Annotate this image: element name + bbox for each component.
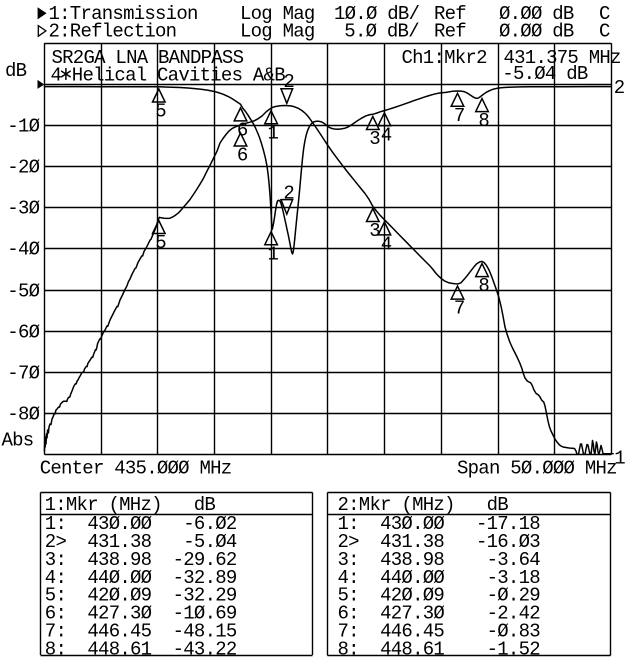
svg-text:2:Reflection: 2:Reflection — [49, 21, 177, 43]
svg-text:-5Ø: -5Ø — [7, 281, 39, 303]
svg-text:2: 2 — [283, 183, 294, 205]
svg-text:1: 1 — [268, 122, 279, 144]
svg-text:8: 448.61 -43.22: 8: 448.61 -43.22 — [45, 639, 237, 659]
svg-text:Ø.ØØ dB: Ø.ØØ dB — [499, 21, 574, 43]
svg-text:3: 438.98 -29.62: 3: 438.98 -29.62 — [45, 549, 237, 571]
svg-text:Ch1:Mkr2: Ch1:Mkr2 — [402, 47, 488, 69]
svg-text:1: 1 — [614, 448, 625, 470]
svg-text:4: 4 — [381, 234, 392, 256]
svg-text:Span 5Ø.ØØØ MHz: Span 5Ø.ØØØ MHz — [457, 457, 617, 479]
svg-text:-1Ø: -1Ø — [7, 116, 39, 138]
svg-text:-4Ø: -4Ø — [7, 239, 39, 261]
svg-text:C: C — [599, 21, 610, 43]
svg-text:1: 1 — [268, 243, 279, 265]
svg-text:2: 2 — [283, 71, 294, 93]
svg-text:SR2GA LNA BANDPASS: SR2GA LNA BANDPASS — [52, 47, 244, 69]
svg-text:6: 6 — [237, 145, 248, 167]
svg-text:2: 2 — [614, 77, 625, 99]
svg-text:1:Transmission: 1:Transmission — [49, 3, 198, 25]
svg-text:4 Helical Cavities A&B: 4 Helical Cavities A&B — [51, 65, 286, 87]
svg-text:7: 7 — [454, 298, 465, 320]
svg-text:3: 3 — [369, 128, 380, 150]
svg-text:5: 42Ø.Ø9 -32.29: 5: 42Ø.Ø9 -32.29 — [45, 585, 237, 607]
svg-text:431.375 MHz: 431.375 MHz — [504, 47, 621, 69]
svg-text:5: 42Ø.Ø9 -Ø.29: 5: 42Ø.Ø9 -Ø.29 — [338, 585, 541, 607]
svg-text:-8Ø: -8Ø — [7, 404, 39, 426]
svg-text:-5.Ø4 dB: -5.Ø4 dB — [502, 63, 588, 85]
svg-text:6: 427.3Ø -2.42: 6: 427.3Ø -2.42 — [338, 603, 541, 625]
svg-text:Abs: Abs — [2, 429, 34, 451]
svg-text:7: 446.45 -Ø.83: 7: 446.45 -Ø.83 — [338, 621, 541, 643]
svg-text:8: 448.61 -1.52: 8: 448.61 -1.52 — [338, 639, 541, 659]
svg-text:-7Ø: -7Ø — [7, 363, 39, 385]
svg-text:5: 5 — [155, 101, 166, 123]
svg-text:4: 44Ø.ØØ -3.18: 4: 44Ø.ØØ -3.18 — [338, 567, 541, 589]
svg-text:4: 44Ø.ØØ -32.89: 4: 44Ø.ØØ -32.89 — [45, 567, 237, 589]
svg-text:8: 8 — [478, 110, 489, 132]
svg-text:1Ø.Ø dB/: 1Ø.Ø dB/ — [334, 3, 420, 25]
svg-text:-6Ø: -6Ø — [7, 322, 39, 344]
svg-text:4: 4 — [381, 124, 392, 146]
svg-text:5.Ø dB/: 5.Ø dB/ — [344, 21, 419, 43]
svg-text:6: 427.3Ø -1Ø.69: 6: 427.3Ø -1Ø.69 — [45, 603, 237, 625]
svg-text:Ø.ØØ dB: Ø.ØØ dB — [499, 3, 574, 25]
svg-text:6: 6 — [237, 120, 248, 142]
svg-text:2> 431.38 -16.Ø3: 2> 431.38 -16.Ø3 — [338, 531, 541, 553]
svg-text:C: C — [599, 3, 610, 25]
svg-text:Ref: Ref — [434, 3, 466, 25]
svg-text:5: 5 — [155, 232, 166, 254]
svg-text:Center 435.ØØØ MHz: Center 435.ØØØ MHz — [40, 457, 232, 479]
svg-text:1: 43Ø.ØØ -17.18: 1: 43Ø.ØØ -17.18 — [338, 513, 541, 535]
svg-text:Log Mag: Log Mag — [240, 3, 315, 25]
svg-text:Ref: Ref — [434, 21, 466, 43]
svg-text:dB: dB — [5, 60, 27, 82]
svg-text:3: 438.98 -3.64: 3: 438.98 -3.64 — [338, 549, 541, 571]
svg-text:2:Mkr (MHz) dB: 2:Mkr (MHz) dB — [338, 494, 509, 516]
svg-text:7: 446.45 -48.15: 7: 446.45 -48.15 — [45, 621, 237, 643]
svg-text:7: 7 — [454, 105, 465, 127]
svg-text:8: 8 — [478, 275, 489, 297]
svg-text:1:Mkr (MHz) dB: 1:Mkr (MHz) dB — [45, 494, 216, 516]
svg-text:3: 3 — [369, 220, 380, 242]
svg-text:2> 431.38 -5.Ø4: 2> 431.38 -5.Ø4 — [45, 531, 237, 553]
svg-text:Log Mag: Log Mag — [240, 21, 315, 43]
svg-text:-3Ø: -3Ø — [7, 198, 39, 220]
svg-text:-2Ø: -2Ø — [7, 157, 39, 179]
svg-text:1: 43Ø.ØØ -6.Ø2: 1: 43Ø.ØØ -6.Ø2 — [45, 513, 237, 535]
